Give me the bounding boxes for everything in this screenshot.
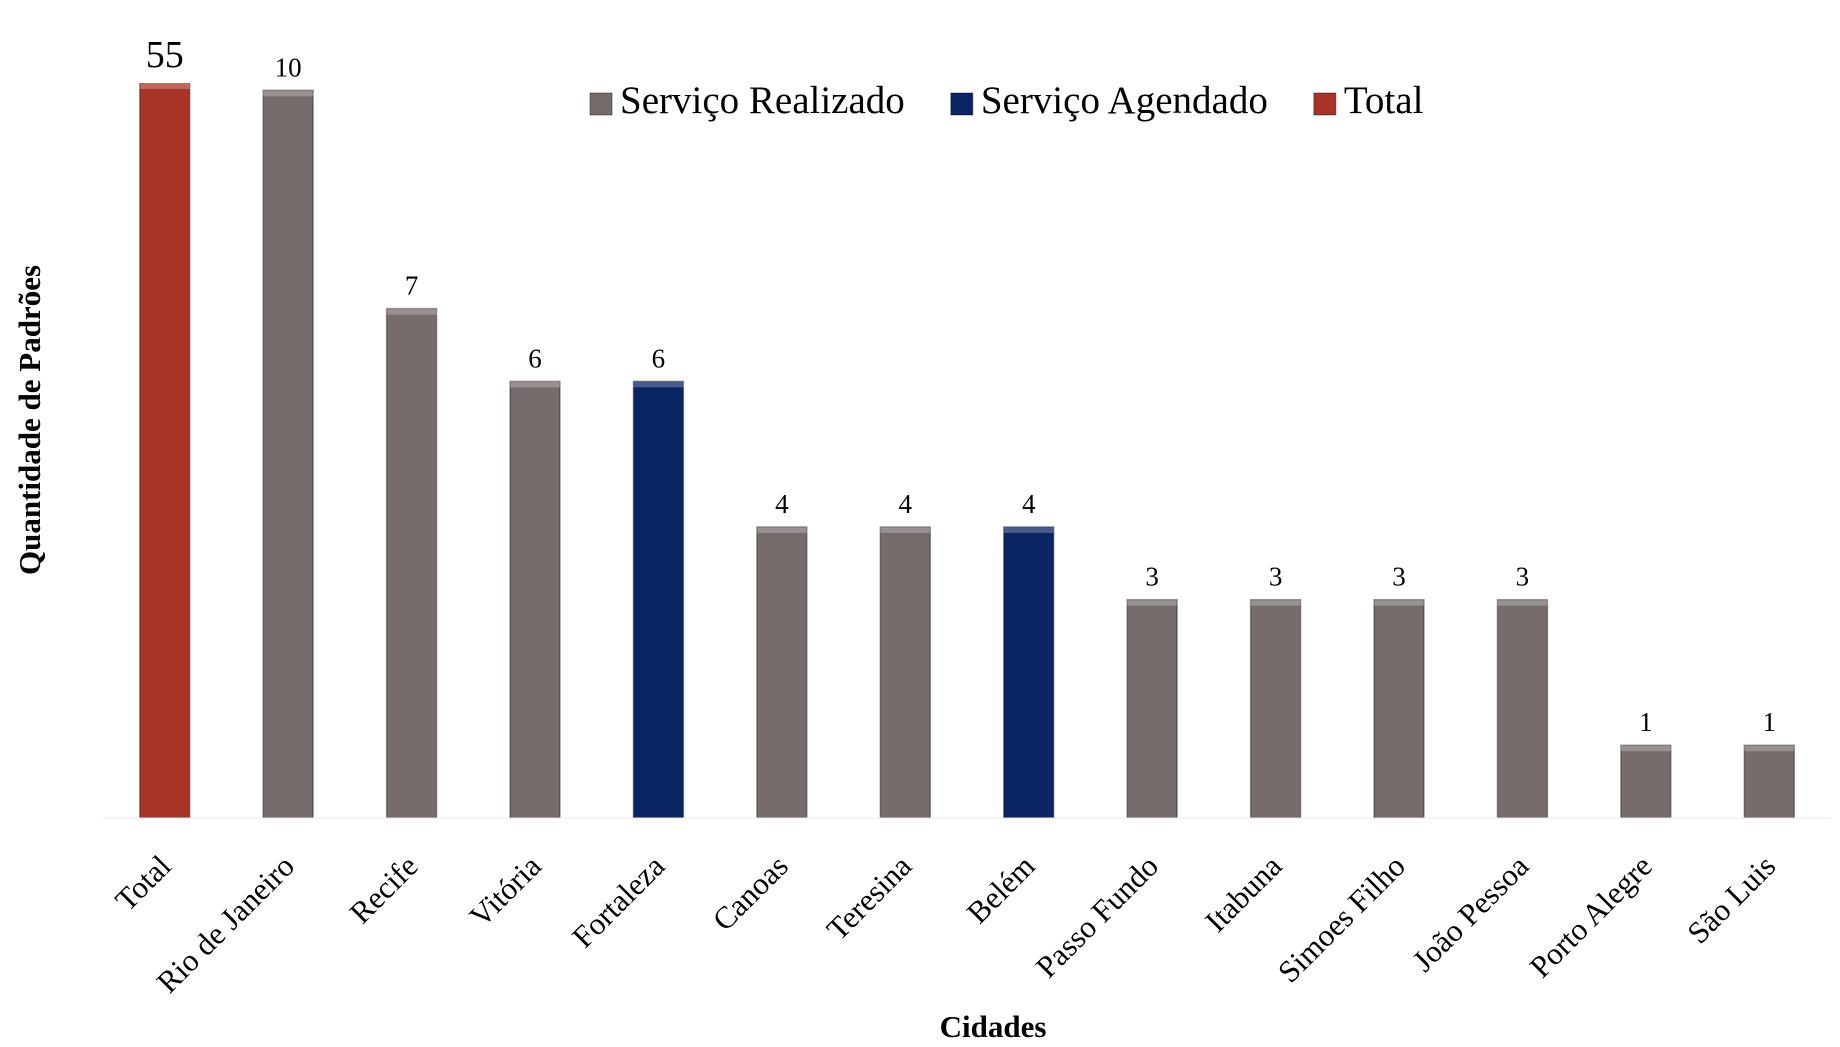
bar-bevel — [1003, 526, 1054, 533]
data-label: 6 — [652, 343, 666, 373]
x-axis-title: Cidades — [940, 1009, 1047, 1044]
bar — [262, 89, 314, 818]
data-label: 3 — [1516, 562, 1530, 592]
data-label: 1 — [1639, 707, 1653, 737]
x-tick-label: Vitória — [462, 848, 548, 934]
x-tick-label: Passo Fundo — [1029, 848, 1165, 984]
bar — [756, 526, 808, 818]
bar — [509, 380, 561, 818]
bar — [632, 380, 685, 818]
bar-bevel — [1127, 599, 1178, 606]
bar-bevel — [1744, 745, 1795, 752]
x-tick-label: Fortaleza — [565, 848, 671, 954]
bar — [385, 307, 438, 818]
bar — [1620, 744, 1672, 818]
x-tick-label: Total — [108, 848, 177, 917]
data-label: 3 — [1145, 562, 1159, 592]
bar-bevel — [880, 526, 931, 533]
bar-bevel — [756, 526, 807, 533]
x-tick-label: Recife — [343, 848, 425, 930]
bar — [1002, 526, 1055, 818]
bars — [138, 83, 1796, 818]
x-tick-label: Simoes Filho — [1271, 848, 1412, 989]
bar — [1743, 744, 1796, 818]
bar-bevel — [1497, 599, 1548, 606]
x-tick-label: Belém — [960, 848, 1042, 930]
bar-bevel — [1250, 599, 1301, 606]
bar-bevel — [633, 381, 684, 388]
x-tick-label: Canoas — [706, 848, 795, 937]
bar-bevel — [263, 90, 314, 97]
bar-bevel — [386, 308, 437, 315]
x-tick-label: João Pessoa — [1405, 848, 1535, 978]
bar — [138, 83, 191, 818]
data-label: 4 — [1022, 489, 1036, 519]
bar-bevel — [1620, 745, 1671, 752]
data-label: 10 — [275, 52, 302, 82]
data-label: 4 — [899, 489, 913, 519]
x-tick-label: Porto Alegre — [1523, 848, 1659, 984]
legend-swatch — [950, 92, 974, 116]
data-label: 6 — [528, 343, 542, 373]
legend-label: Serviço Realizado — [620, 79, 905, 122]
x-tick-label: Teresina — [820, 848, 919, 947]
data-label: 3 — [1392, 562, 1406, 592]
y-axis-title: Quantidade de Padrões — [12, 265, 47, 575]
bar — [1249, 598, 1302, 818]
legend-swatch — [1313, 92, 1337, 116]
x-tick-label: Itabuna — [1198, 848, 1289, 939]
data-label: 7 — [405, 271, 419, 301]
bar-bevel — [1374, 599, 1424, 606]
bar-bevel — [139, 83, 190, 89]
bar — [1373, 598, 1425, 818]
bar-bevel — [510, 381, 560, 388]
data-label: 3 — [1269, 562, 1283, 592]
bar — [1126, 598, 1178, 818]
legend-label: Total — [1344, 79, 1424, 122]
data-label: 1 — [1763, 707, 1777, 737]
data-label: 4 — [775, 489, 789, 519]
legend-swatch — [589, 92, 613, 116]
bar — [1496, 598, 1549, 818]
bar — [879, 526, 932, 818]
legend-label: Serviço Agendado — [981, 79, 1268, 122]
x-tick-label: São Luis — [1680, 848, 1782, 950]
data-label: 55 — [146, 34, 184, 76]
